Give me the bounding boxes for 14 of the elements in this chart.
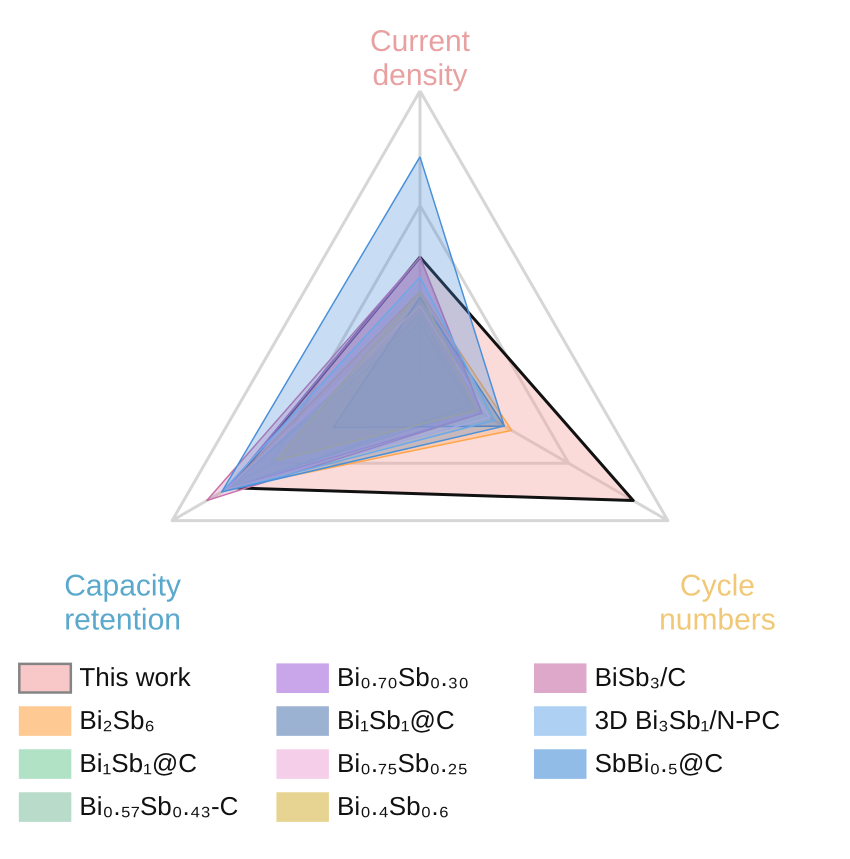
legend-label: This work (79, 662, 192, 692)
legend-label: Bi₀.₄Sb₀.₆ (337, 791, 450, 822)
legend-label: Bi₁Sb₁@C (337, 705, 455, 736)
legend-label: BiSb₃/C (594, 662, 686, 692)
legend-label: Bi₂Sb₆ (79, 705, 155, 736)
spoke-label: Current density (370, 25, 471, 92)
legend-label: Bi₀.₅₇Sb₀.₄₃-C (79, 791, 238, 822)
legend-label: Bi₀.₇₀Sb₀.₃₀ (337, 662, 470, 692)
legend-label: Bi₁Sb₁@C (79, 748, 198, 778)
spoke-label: Capacity retention (64, 569, 181, 636)
legend-label: Bi₀.₇₅Sb₀.₂₅ (337, 748, 468, 778)
legend-label: 3D Bi₃Sb₁/N-PC (594, 705, 780, 736)
spoke-label: Cycle numbers (659, 569, 776, 636)
legend-label: SbBi₀.₅@C (594, 748, 724, 778)
